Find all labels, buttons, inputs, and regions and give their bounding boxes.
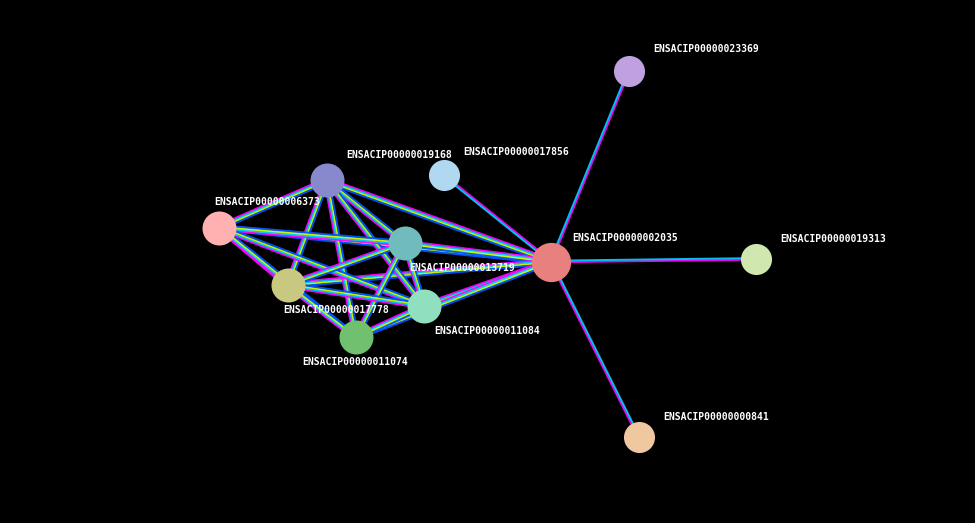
Point: [416, 302, 432, 310]
Point: [543, 257, 559, 266]
Text: ENSACIP00000000841: ENSACIP00000000841: [663, 412, 768, 422]
Point: [748, 255, 763, 263]
Point: [348, 333, 364, 342]
Text: ENSACIP00000013719: ENSACIP00000013719: [410, 263, 515, 274]
Text: ENSACIP00000006373: ENSACIP00000006373: [214, 197, 320, 208]
Text: ENSACIP00000002035: ENSACIP00000002035: [572, 233, 678, 243]
Text: ENSACIP00000023369: ENSACIP00000023369: [653, 43, 759, 54]
Text: ENSACIP00000019313: ENSACIP00000019313: [780, 234, 885, 244]
Text: ENSACIP00000011084: ENSACIP00000011084: [434, 326, 539, 336]
Point: [631, 433, 646, 441]
Point: [397, 239, 412, 247]
Point: [621, 66, 637, 75]
Text: ENSACIP00000011074: ENSACIP00000011074: [302, 357, 408, 368]
Point: [319, 176, 334, 185]
Point: [212, 223, 227, 232]
Text: ENSACIP00000019168: ENSACIP00000019168: [346, 150, 451, 161]
Text: ENSACIP00000017856: ENSACIP00000017856: [463, 147, 568, 157]
Point: [436, 171, 451, 179]
Text: ENSACIP00000017778: ENSACIP00000017778: [283, 305, 388, 315]
Point: [280, 281, 295, 289]
